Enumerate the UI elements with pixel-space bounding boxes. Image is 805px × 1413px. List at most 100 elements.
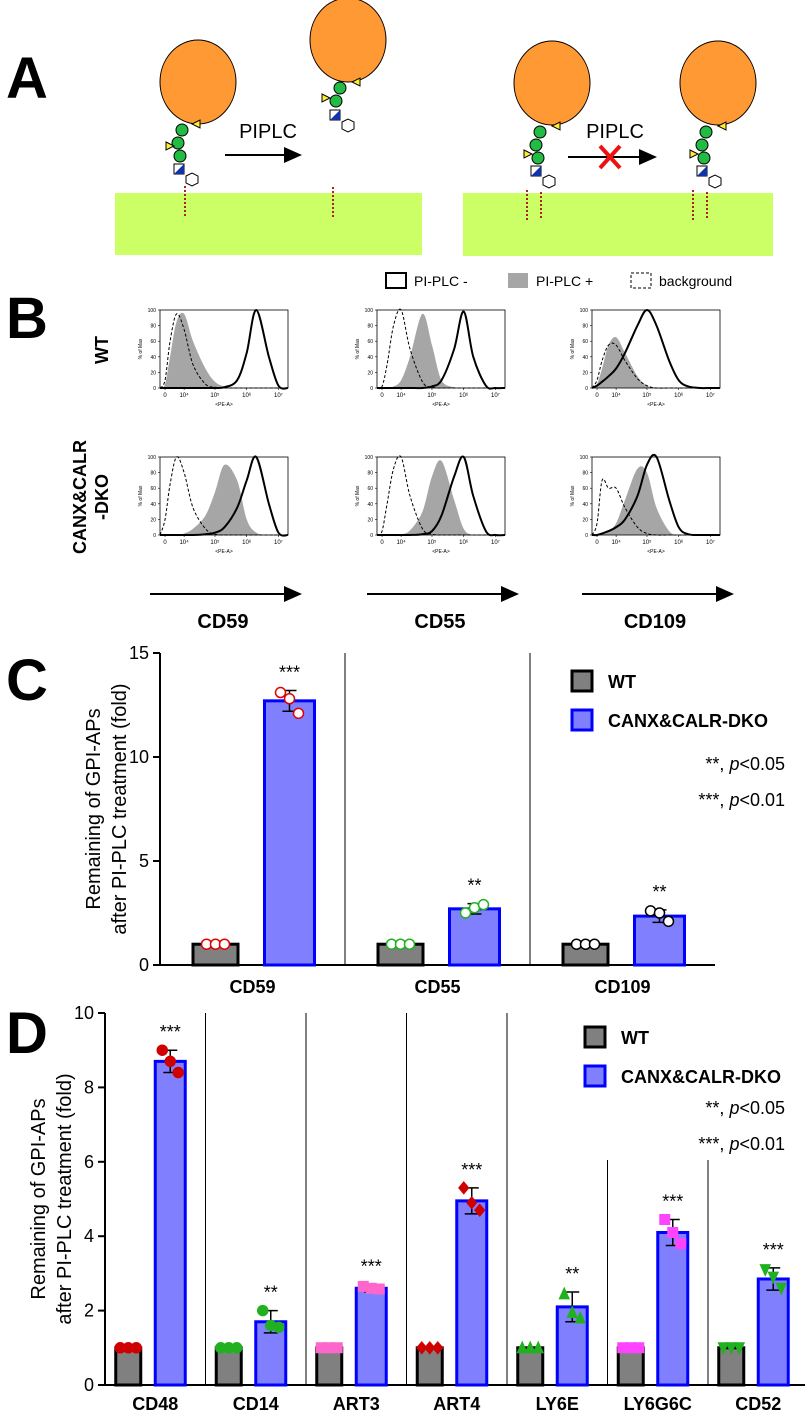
x-tick-label: LY6E [536, 1394, 579, 1413]
x-axis-label: <PE-A> [215, 402, 233, 408]
y-tick-label: 60 [582, 486, 588, 492]
data-point [172, 1066, 184, 1079]
legend-swatch [508, 273, 528, 288]
bar [153, 1059, 187, 1387]
y-tick-label: 5 [139, 851, 149, 871]
x-tick-label: CD52 [735, 1394, 781, 1413]
data-point [273, 1321, 285, 1334]
x-axis-label: <PE-A> [215, 549, 233, 555]
y-tick-label: 8 [84, 1077, 94, 1097]
y-axis-label: % of Max [570, 338, 576, 359]
x-tick-label: CD109 [594, 977, 650, 997]
x-tick-label: 10⁴ [396, 392, 406, 399]
protein-4 [679, 40, 757, 220]
histogram-curve [376, 310, 506, 390]
data-point [574, 1310, 587, 1324]
x-tick-label: 10⁷ [706, 539, 715, 546]
panel-label: C [6, 648, 48, 713]
x-tick-label: 10⁵ [642, 539, 652, 546]
y-axis-label: % of Max [355, 338, 361, 359]
note-part: <0.05 [739, 754, 785, 774]
y-tick-label: 100 [580, 308, 589, 314]
y-tick-label: 60 [150, 486, 156, 492]
data-point [532, 1340, 545, 1354]
y-tick-label: 0 [84, 1375, 94, 1395]
plot-frame [591, 309, 721, 389]
y-tick-label: 80 [150, 324, 156, 330]
y-tick-label: 60 [582, 339, 588, 345]
membrane [115, 193, 422, 255]
x-tick-label: CD55 [414, 977, 460, 997]
note-part: p [728, 1134, 739, 1154]
y-tick-label: 60 [367, 339, 373, 345]
y-tick-label: 100 [365, 455, 374, 461]
y-axis-label: Remaining of GPI-APs [28, 1098, 50, 1299]
histogram-curve [376, 308, 505, 390]
legend-swatch [630, 272, 652, 289]
y-tick-label: 20 [150, 370, 156, 376]
x-axis-label: <PE-A> [432, 402, 450, 408]
data-point [231, 1342, 243, 1354]
data-point [633, 1342, 645, 1354]
x-tick-label: 10⁷ [491, 392, 500, 399]
y-tick-label: 80 [367, 471, 373, 477]
x-tick-label: 10⁶ [459, 392, 469, 399]
significance-note: ***, p<0.01 [698, 790, 785, 810]
data-point [156, 1044, 168, 1056]
x-tick-label: ART3 [333, 1394, 380, 1413]
data-point [458, 1181, 470, 1195]
bar [315, 1346, 344, 1387]
block-cross [598, 144, 622, 170]
y-tick-label: 60 [367, 486, 373, 492]
legend-label: WT [621, 1028, 649, 1048]
data-point [662, 915, 675, 928]
y-axis-label: % of Max [570, 485, 576, 506]
panel-label: D [6, 1001, 48, 1066]
y-tick-label: 40 [367, 502, 373, 508]
note-part: p [728, 754, 739, 774]
histogram-plot: 0 20 40 60 80 100 0 10⁴ 10⁵ 10⁶ 10⁷ <PE-A> % of Max [355, 455, 506, 555]
histogram-plot: 0 20 40 60 80 100 0 10⁴ 10⁵ 10⁶ 10⁷ <PE-A> % of Max [138, 308, 289, 408]
data-point [759, 1264, 772, 1277]
x-tick-label: 10⁴ [611, 392, 621, 399]
x-axis-label: <PE-A> [647, 402, 665, 408]
data-point [675, 1238, 687, 1250]
plot-frame [591, 456, 721, 536]
y-tick-label: 15 [129, 643, 149, 663]
data-point [331, 1342, 343, 1354]
significance-label: ** [652, 882, 666, 902]
data-point [432, 1341, 444, 1355]
legend-label: PI-PLC - [414, 273, 468, 289]
x-tick-label: 10⁶ [674, 392, 684, 399]
histogram-curve [377, 313, 505, 389]
column-label: CD59 [197, 611, 248, 633]
y-tick-label: 40 [582, 502, 588, 508]
column-label: CD55 [414, 611, 465, 633]
data-point [424, 1341, 436, 1355]
y-tick-label: 60 [150, 339, 156, 345]
y-tick-label: 0 [153, 386, 156, 392]
y-tick-label: 80 [367, 324, 373, 330]
data-point [524, 1340, 537, 1354]
note-part: <0.05 [739, 1098, 785, 1118]
y-tick-label: 20 [367, 370, 373, 376]
significance-label: *** [763, 1240, 784, 1260]
row-label: CANX&CALR [70, 440, 90, 554]
x-tick-label: 10⁵ [210, 539, 220, 546]
note-part: <0.01 [739, 790, 785, 810]
y-tick-label: 20 [582, 517, 588, 523]
data-point [218, 938, 231, 950]
data-point [566, 1305, 579, 1318]
histogram-plot: 0 20 40 60 80 100 0 10⁴ 10⁵ 10⁶ 10⁷ <PE-A> % of Max [570, 308, 721, 408]
data-point [659, 1213, 671, 1225]
x-tick-label: CD14 [233, 1394, 279, 1413]
data-point [257, 1304, 269, 1317]
histogram-curve [160, 312, 288, 389]
legend-label: CANX&CALR-DKO [621, 1067, 781, 1087]
plot-frame [159, 309, 289, 389]
data-point [130, 1342, 142, 1354]
y-tick-label: 0 [585, 533, 588, 539]
protein-released [309, 0, 387, 133]
y-axis-label: % of Max [138, 338, 144, 359]
x-tick-label: 10⁶ [674, 539, 684, 546]
